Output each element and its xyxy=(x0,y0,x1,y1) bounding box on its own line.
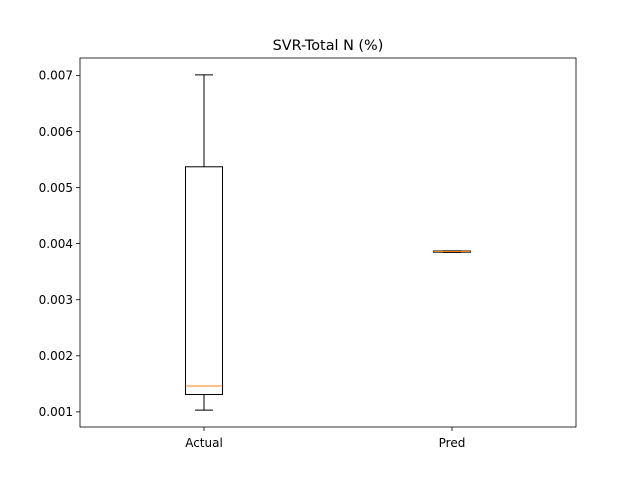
box-series xyxy=(185,74,471,411)
box-pred xyxy=(433,250,471,253)
box-actual xyxy=(185,74,223,411)
y-tick-label: 0.001 xyxy=(39,405,73,419)
y-tick-label: 0.007 xyxy=(39,69,73,83)
chart-title: SVR-Total N (%) xyxy=(273,38,384,54)
y-tick-label: 0.005 xyxy=(39,181,73,195)
x-axis: Actual Pred xyxy=(185,427,465,450)
iqr-box xyxy=(185,166,223,395)
x-tick-label: Pred xyxy=(439,436,466,450)
x-tick-label: Actual xyxy=(185,436,223,450)
y-tick-label: 0.004 xyxy=(39,237,73,251)
y-axis: 0.001 0.002 0.003 0.004 0.005 0.006 0.007 xyxy=(39,69,80,419)
plot-area xyxy=(79,57,577,428)
y-tick-label: 0.006 xyxy=(39,125,73,139)
y-tick-label: 0.003 xyxy=(39,293,73,307)
y-tick-label: 0.002 xyxy=(39,349,73,363)
